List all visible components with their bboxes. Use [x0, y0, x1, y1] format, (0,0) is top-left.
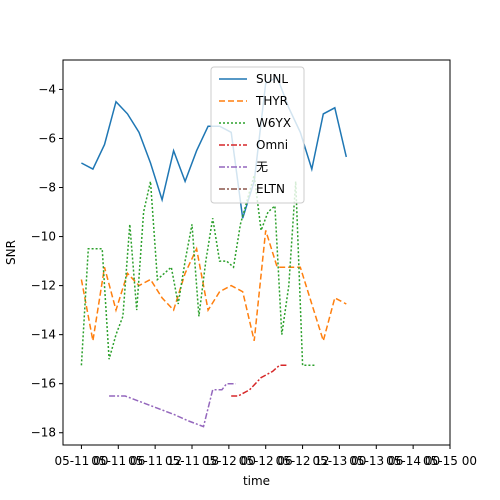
legend-label: ELTN [256, 182, 285, 196]
legend-box [210, 66, 305, 204]
x-tick-label: 05-13 06 [349, 454, 403, 468]
legend: SUNL THYR W6YX Omni 无 ELTN [210, 66, 305, 204]
legend-label: THYR [255, 94, 288, 108]
x-tick-label: 05-11 00 [54, 454, 108, 468]
y-tick-label: −14 [31, 328, 56, 342]
legend-label: Omni [256, 138, 288, 152]
y-tick-label: −4 [38, 82, 56, 96]
legend-label: 无 [256, 160, 268, 174]
x-tick-label: 05-11 06 [91, 454, 145, 468]
x-tick-label: 05-13 00 [312, 454, 366, 468]
y-axis-label: SNR [4, 240, 18, 265]
y-tick-label: −8 [38, 181, 56, 195]
legend-label: W6YX [256, 116, 291, 130]
x-tick-label: 05-12 00 [202, 454, 256, 468]
y-tick-label: −18 [31, 426, 56, 440]
y-tick-label: −16 [31, 377, 56, 391]
legend-label: SUNL [256, 72, 288, 86]
x-tick-label: 05-12 06 [239, 454, 293, 468]
x-tick-label: 05-15 00 [423, 454, 477, 468]
x-axis-label: time [243, 474, 270, 488]
axes-frame [62, 59, 451, 446]
y-tick-label: −12 [31, 279, 56, 293]
series-line-2 [80, 175, 317, 367]
series-line-4 [109, 382, 236, 428]
y-tick-label: −10 [31, 230, 56, 244]
x-tick-label: 05-11 18 [165, 454, 219, 468]
x-tick-label: 05-12 12 [276, 454, 330, 468]
series-line-1 [80, 230, 347, 344]
x-tick-label: 05-14 00 [386, 454, 440, 468]
y-tick-label: −6 [38, 131, 56, 145]
x-tick-label: 05-11 12 [128, 454, 182, 468]
series-line-3 [231, 364, 287, 397]
